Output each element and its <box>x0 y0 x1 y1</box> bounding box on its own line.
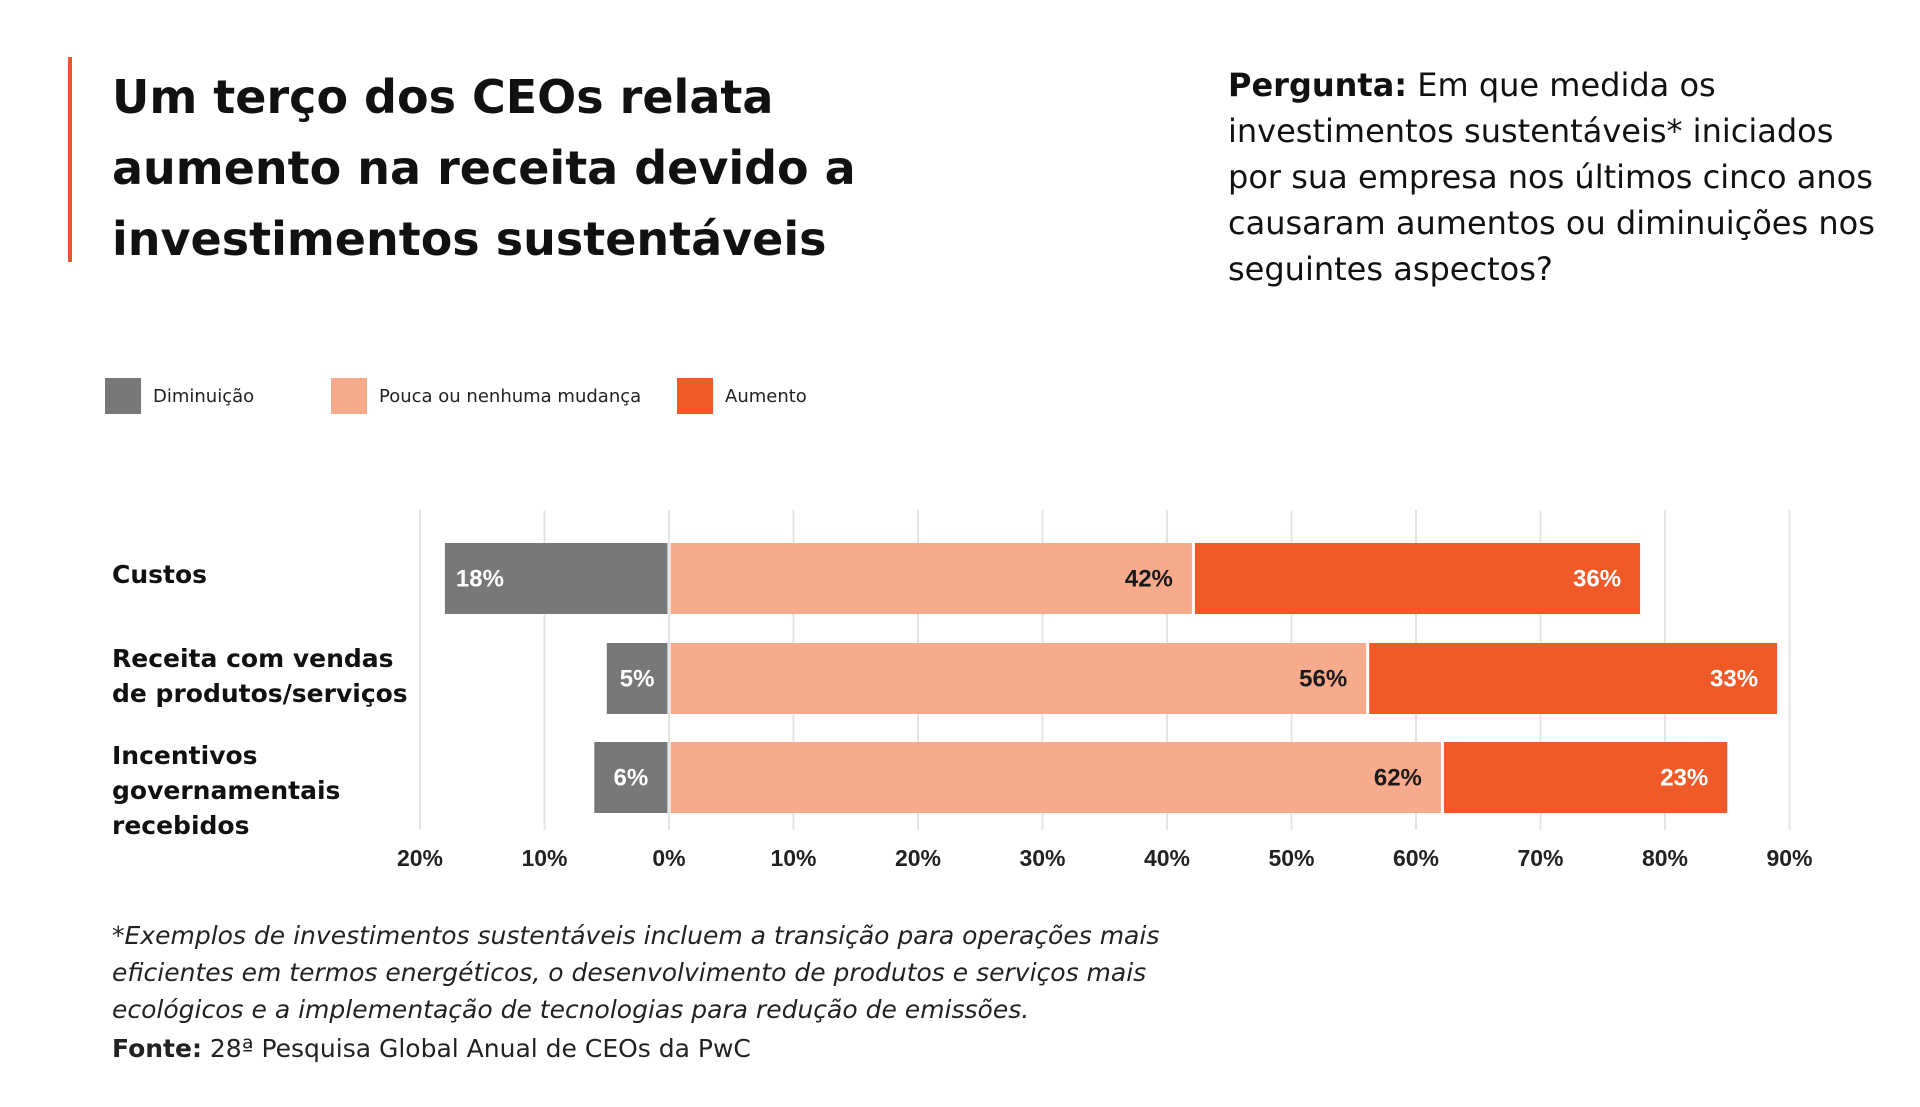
row-label-custos: Custos <box>112 560 208 589</box>
legend-label-diminuicao: Diminuição <box>153 385 255 407</box>
x-tick-label: 20% <box>895 845 941 871</box>
x-tick-label: 80% <box>1642 845 1688 871</box>
bar-value-label: 56% <box>1299 666 1347 693</box>
bar <box>670 742 1441 813</box>
bar <box>594 742 668 813</box>
bar-value-label: 33% <box>1710 666 1758 693</box>
legend-label-pouca-mudanca: Pouca ou nenhuma mudança <box>379 385 642 407</box>
bar <box>1194 543 1641 614</box>
bar-value-label: 23% <box>1660 765 1708 792</box>
question-label: Pergunta: <box>1228 66 1408 104</box>
bar-value-label: 6% <box>614 765 649 792</box>
bar <box>606 643 668 714</box>
x-tick-label: 20% <box>397 845 443 871</box>
x-tick-label: 40% <box>1144 845 1190 871</box>
x-tick-label: 10% <box>770 845 816 871</box>
x-tick-label: 90% <box>1766 845 1812 871</box>
title-accent-bar <box>68 57 72 262</box>
bar <box>1369 643 1778 714</box>
legend-swatch-diminuicao <box>105 378 141 414</box>
x-tick-label: 60% <box>1393 845 1439 871</box>
legend-swatch-aumento <box>677 378 713 414</box>
bar <box>670 543 1192 614</box>
source-note: Fonte: 28ª Pesquisa Global Anual de CEOs… <box>112 1030 751 1067</box>
x-tick-label: 0% <box>652 845 685 871</box>
stacked-bar-chart: 20% 10% 0% 10% 20% 30% 40% 50% 60% 70% 80% 90% 18% 42… <box>397 510 1813 871</box>
legend-item-diminuicao: Diminuição <box>105 378 254 414</box>
legend-item-pouca-mudanca: Pouca ou nenhuma mudança <box>331 378 641 414</box>
row-label-incentivos: Incentivos governamentais recebidos <box>112 741 341 840</box>
footnote: *Exemplos de investimentos sustentáveis … <box>112 921 1160 1024</box>
source-text: 28ª Pesquisa Global Anual de CEOs da PwC <box>201 1034 751 1063</box>
bar-value-label: 5% <box>620 666 655 693</box>
row-label-receita: Receita com vendas de produtos/serviços <box>112 644 408 708</box>
x-tick-label: 30% <box>1019 845 1065 871</box>
bar <box>444 543 668 614</box>
bar <box>670 643 1367 714</box>
survey-question: Pergunta: Em que medida os investimentos… <box>1228 62 1888 292</box>
x-tick-label: 50% <box>1268 845 1314 871</box>
source-label: Fonte: <box>112 1034 202 1063</box>
chart-legend: Diminuição Pouca ou nenhuma mudança Aume… <box>0 378 1000 414</box>
question-text: Em que medida os investimentos sustentáv… <box>1228 66 1875 288</box>
bar-value-label: 42% <box>1125 566 1173 593</box>
x-tick-label: 10% <box>521 845 567 871</box>
bar-value-label: 36% <box>1573 566 1621 593</box>
legend-item-aumento: Aumento <box>677 378 807 414</box>
bar <box>1443 742 1728 813</box>
page-title: Um terço dos CEOs relata aumento na rece… <box>112 70 856 266</box>
bar-value-label: 18% <box>456 566 504 593</box>
legend-swatch-pouca-mudanca <box>331 378 367 414</box>
legend-label-aumento: Aumento <box>725 385 807 407</box>
bar-value-label: 62% <box>1374 765 1422 792</box>
x-tick-label: 70% <box>1517 845 1563 871</box>
